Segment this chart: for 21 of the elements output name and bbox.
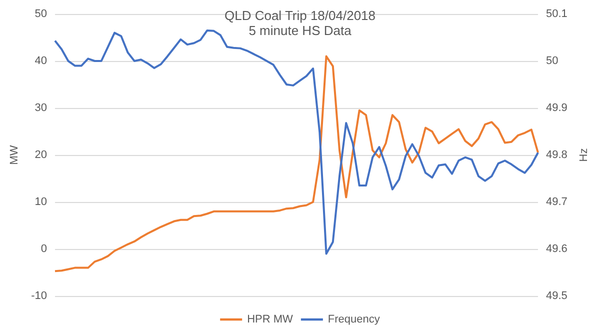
legend-label: Frequency [328,314,380,326]
y2-tick-label: 50 [546,55,558,67]
y2-tick-label: 49.6 [546,243,568,255]
text: 5 minute HS Data [248,23,352,38]
y-tick-label: 20 [34,149,47,161]
y2-tick-label: 49.5 [546,290,568,302]
y-tick-label: 40 [34,55,47,67]
y2-tick-label: 50.1 [546,8,568,20]
y2-axis-title: Hz [578,148,590,162]
line-series [54,55,539,272]
y2-tick-label: 49.8 [546,149,568,161]
y2-tick-label: 49.7 [546,196,568,208]
y-tick-label: 30 [34,102,47,114]
y-tick-label: 50 [34,8,47,20]
chart-title: QLD Coal Trip 18/04/2018 [224,8,376,23]
y-tick-label: 0 [40,243,47,255]
y-tick-label: -10 [31,290,47,302]
y-tick-label: 10 [34,196,47,208]
y-axis-title: MW [8,144,21,165]
y2-tick-label: 49.9 [546,102,568,114]
legend-label: HPR MW [247,314,294,326]
